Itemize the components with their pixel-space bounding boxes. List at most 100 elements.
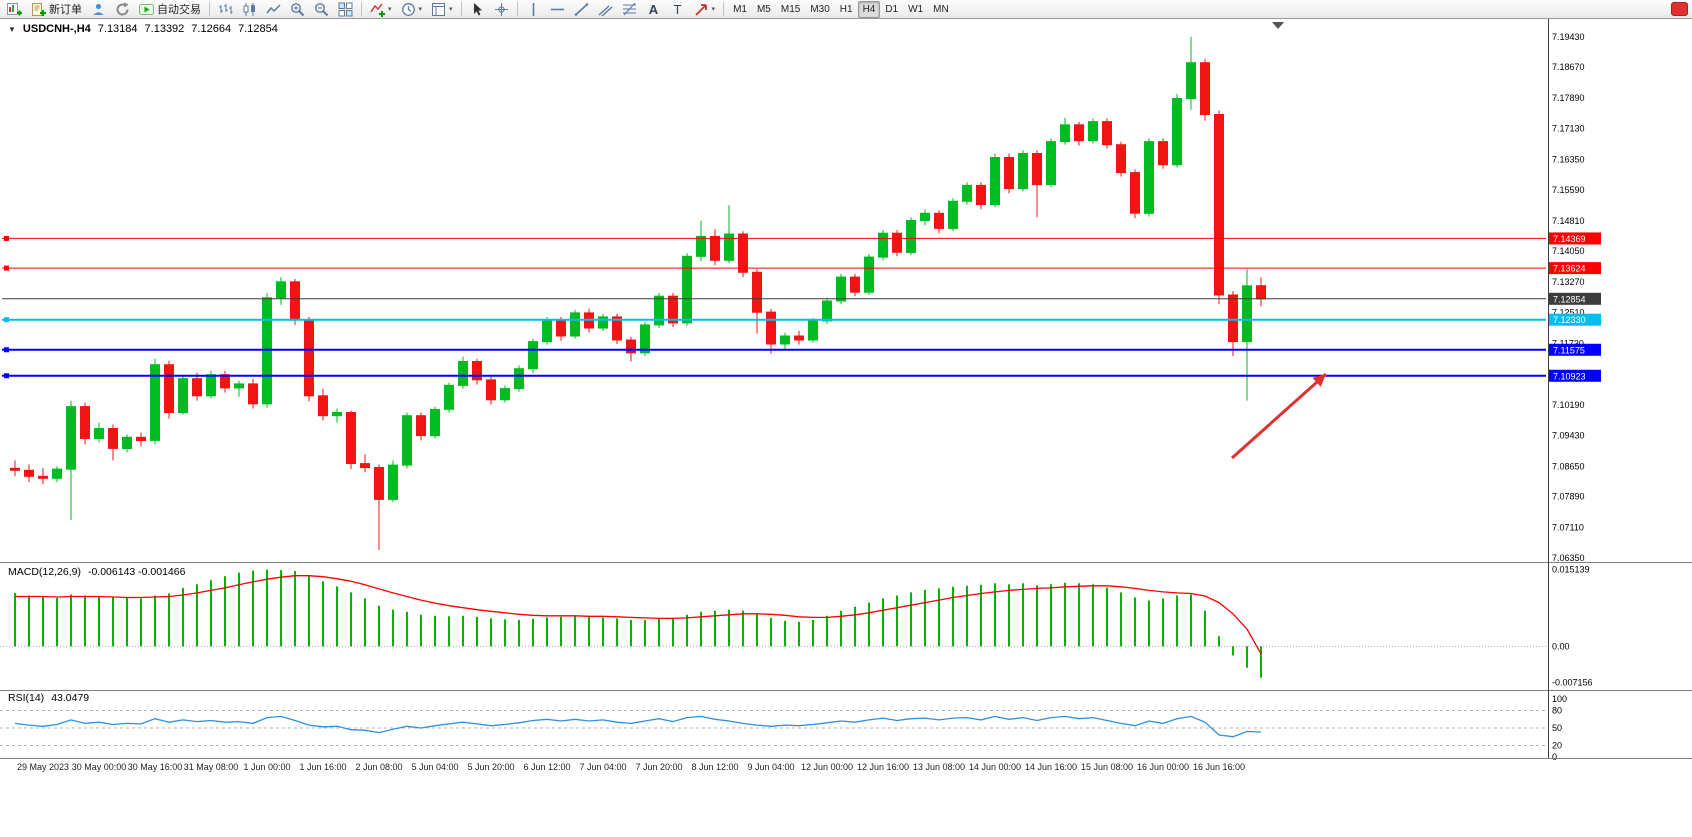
svg-text:31 May 08:00: 31 May 08:00	[184, 762, 239, 772]
profile-button[interactable]	[87, 1, 110, 18]
svg-text:7 Jun 04:00: 7 Jun 04:00	[579, 762, 626, 772]
rsi-panel[interactable]: 100 80 50 20 0	[0, 694, 1567, 762]
text-label-button[interactable]: T	[666, 1, 689, 18]
svg-text:16 Jun 16:00: 16 Jun 16:00	[1193, 762, 1245, 772]
timeframe-d1-button[interactable]: D1	[880, 1, 903, 18]
arrow-annotation[interactable]	[1231, 372, 1327, 460]
crosshair-icon	[494, 2, 509, 17]
svg-text:7.17130: 7.17130	[1552, 123, 1585, 133]
timeframe-m5-button[interactable]: M5	[752, 1, 776, 18]
zoom-in-button[interactable]	[286, 1, 309, 18]
svg-text:29 May 2023: 29 May 2023	[17, 762, 69, 772]
templates-button[interactable]: ▾	[427, 1, 457, 18]
fibonacci-button[interactable]	[618, 1, 641, 18]
trendline-button[interactable]	[570, 1, 593, 18]
line-handle	[4, 235, 9, 241]
rsi-indicator-label: RSI(14) 43.0479	[8, 692, 89, 704]
svg-text:0.015139: 0.015139	[1552, 564, 1590, 574]
cursor-icon	[470, 2, 485, 17]
new-chart-icon	[7, 2, 22, 17]
svg-text:80: 80	[1552, 706, 1562, 716]
toolbar-separator	[361, 2, 362, 16]
chart-line-icon	[266, 2, 281, 17]
new-order-button-label: 新订单	[49, 4, 82, 16]
channel-icon	[598, 2, 613, 17]
toolbar: 新订单 自动交易 ▾ ▾ ▾ A T ▾ M1 M5 M15 M30 H1 H4 D1 W1 MN	[0, 0, 1692, 19]
timeframe-h1-button[interactable]: H1	[835, 1, 858, 18]
timeframe-w1-button[interactable]: W1	[903, 1, 928, 18]
zoom-out-button[interactable]	[310, 1, 333, 18]
svg-text:7.07110: 7.07110	[1552, 523, 1584, 533]
timeframe-m30-button[interactable]: M30	[805, 1, 834, 18]
shapes-icon	[694, 2, 709, 17]
svg-text:T: T	[673, 2, 681, 17]
autotrading-button[interactable]: 自动交易	[135, 1, 205, 18]
ohlc-high: 7.13392	[144, 23, 185, 35]
svg-text:7.14050: 7.14050	[1552, 246, 1585, 256]
timeframe-d1-button-label: D1	[885, 3, 899, 15]
macd-name: MACD(12,26,9)	[8, 566, 81, 578]
refresh-button[interactable]	[111, 1, 134, 18]
cursor-button[interactable]	[466, 1, 489, 18]
vertical-line-button[interactable]	[522, 1, 545, 18]
svg-text:13 Jun 08:00: 13 Jun 08:00	[913, 762, 965, 772]
svg-text:7 Jun 20:00: 7 Jun 20:00	[635, 762, 682, 772]
notification-icon[interactable]	[1671, 2, 1688, 16]
svg-text:7.14369: 7.14369	[1553, 234, 1586, 244]
ohlc-low: 7.12664	[191, 23, 232, 35]
chart-shift-marker	[1272, 22, 1284, 29]
time-axis[interactable]: 29 May 2023 30 May 00:00 30 May 16:00 31 Ma…	[17, 762, 1245, 772]
refresh-icon	[115, 2, 130, 17]
timeframe-m15-button[interactable]: M15	[776, 1, 805, 18]
timeframe-mn-button-label: MN	[933, 3, 949, 15]
candles[interactable]	[10, 36, 1266, 550]
svg-text:7.10190: 7.10190	[1552, 400, 1585, 410]
svg-text:7.08650: 7.08650	[1552, 461, 1585, 471]
hline-icon	[550, 2, 565, 17]
macd-panel[interactable]: 0.015139 0.00 -0.007156	[0, 564, 1593, 688]
arrows-shapes-button[interactable]: ▾	[690, 1, 720, 18]
new-chart-button[interactable]	[3, 1, 26, 18]
trendline-icon	[574, 2, 589, 17]
symbol-period-label: USDCNH-,H4	[22, 23, 91, 35]
line-handle	[4, 373, 9, 379]
price-axis: 7.19430 7.18670 7.17890 7.17130 7.16350 7.155…	[1552, 32, 1585, 563]
level-lines[interactable]	[2, 235, 1546, 379]
svg-text:12 Jun 00:00: 12 Jun 00:00	[801, 762, 853, 772]
svg-text:7.10923: 7.10923	[1553, 371, 1586, 381]
svg-text:9 Jun 04:00: 9 Jun 04:00	[747, 762, 794, 772]
svg-text:7.18670: 7.18670	[1552, 62, 1585, 72]
indicators-button[interactable]: ▾	[366, 1, 396, 18]
timeframe-h4-button-label: H4	[862, 3, 876, 15]
toolbar-separator	[723, 2, 725, 16]
periods-icon	[401, 2, 416, 17]
new-order-button[interactable]: 新订单	[27, 1, 86, 18]
svg-text:7.12330: 7.12330	[1553, 315, 1586, 325]
collapse-panel-icon[interactable]: ▼	[8, 24, 16, 34]
rsi-value: 43.0479	[51, 692, 90, 704]
svg-text:5 Jun 04:00: 5 Jun 04:00	[411, 762, 458, 772]
fibonacci-icon	[622, 2, 637, 17]
line-chart-button[interactable]	[262, 1, 285, 18]
timeframe-h4-button[interactable]: H4	[857, 0, 881, 18]
svg-text:8 Jun 12:00: 8 Jun 12:00	[691, 762, 738, 772]
text-button[interactable]: A	[642, 1, 665, 18]
toolbar-separator	[209, 2, 210, 16]
timeframe-m1-button[interactable]: M1	[728, 1, 752, 18]
bar-chart-button[interactable]	[214, 1, 237, 18]
timeframe-mn-button[interactable]: MN	[928, 1, 954, 18]
crosshair-button[interactable]	[490, 1, 513, 18]
timeframe-m1-button-label: M1	[733, 3, 747, 15]
horizontal-line-button[interactable]	[546, 1, 569, 18]
svg-text:16 Jun 00:00: 16 Jun 00:00	[1137, 762, 1189, 772]
candlestick-chart-button[interactable]	[238, 1, 261, 18]
periods-button[interactable]: ▾	[397, 1, 427, 18]
svg-text:7.13270: 7.13270	[1552, 277, 1585, 287]
svg-text:7.09430: 7.09430	[1552, 430, 1585, 440]
equidistant-channel-button[interactable]	[594, 1, 617, 18]
tile-windows-button[interactable]	[334, 1, 357, 18]
dropdown-caret-icon: ▾	[449, 6, 453, 13]
svg-text:5 Jun 20:00: 5 Jun 20:00	[467, 762, 514, 772]
timeframe-m30-button-label: M30	[810, 3, 830, 15]
